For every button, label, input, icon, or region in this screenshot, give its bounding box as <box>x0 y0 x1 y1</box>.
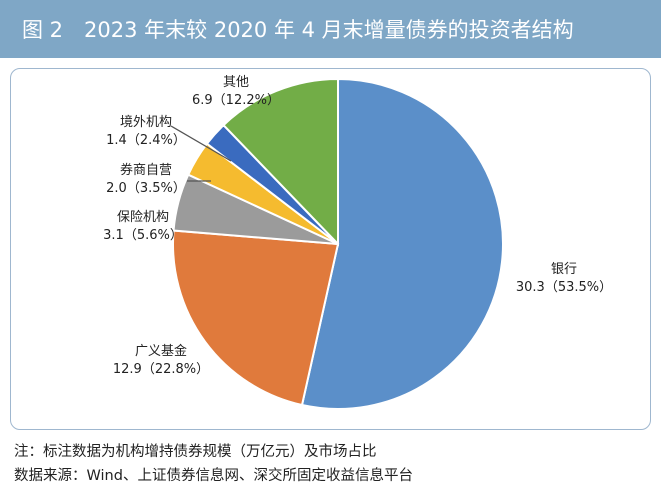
pie-slice-0 <box>300 77 504 410</box>
leader-line-4 <box>170 125 232 162</box>
pie-chart: 银行 30.3（53.5%） 广义基金 12.9（22.8%） 保险机构 3.1（5.6%… <box>103 75 612 410</box>
slice-name-label-3: 券商自营 <box>120 162 172 178</box>
slice-value-label-4: 1.4（2.4%） <box>106 133 186 148</box>
slice-value-label-1: 12.9（22.8%） <box>113 362 209 377</box>
slice-name-label-2: 保险机构 <box>117 210 169 225</box>
slice-name-label-1: 广义基金 <box>135 343 187 359</box>
slice-name-label-4: 境外机构 <box>120 115 172 130</box>
slice-value-label-0: 30.3（53.5%） <box>516 280 612 295</box>
figure-title-bar: 图 2 2023 年末较 2020 年 4 月末增量债券的投资者结构 <box>0 0 661 58</box>
slice-name-label-0: 银行 <box>551 262 577 277</box>
pie-slice-5 <box>222 77 339 247</box>
figure-notes: 注：标注数据为机构增持债券规模（万亿元）及市场占比 数据来源：Wind、上证债券… <box>14 440 654 488</box>
chart-frame: 银行 30.3（53.5%） 广义基金 12.9（22.8%） 保险机构 3.1（5.6%… <box>10 68 651 430</box>
slice-value-label-3: 2.0（3.5%） <box>106 181 186 196</box>
slice-name-label-5: 其他 <box>223 75 249 90</box>
slice-value-label-2: 3.1（5.6%） <box>103 228 183 243</box>
figure-source: 数据来源：Wind、上证债券信息网、深交所固定收益信息平台 <box>14 468 413 484</box>
figure-note: 注：标注数据为机构增持债券规模（万亿元）及市场占比 <box>14 444 377 460</box>
pie-slice-1 <box>172 229 340 407</box>
slice-value-label-5: 6.9（12.2%） <box>192 93 280 108</box>
figure-title: 图 2 2023 年末较 2020 年 4 月末增量债券的投资者结构 <box>22 18 574 42</box>
